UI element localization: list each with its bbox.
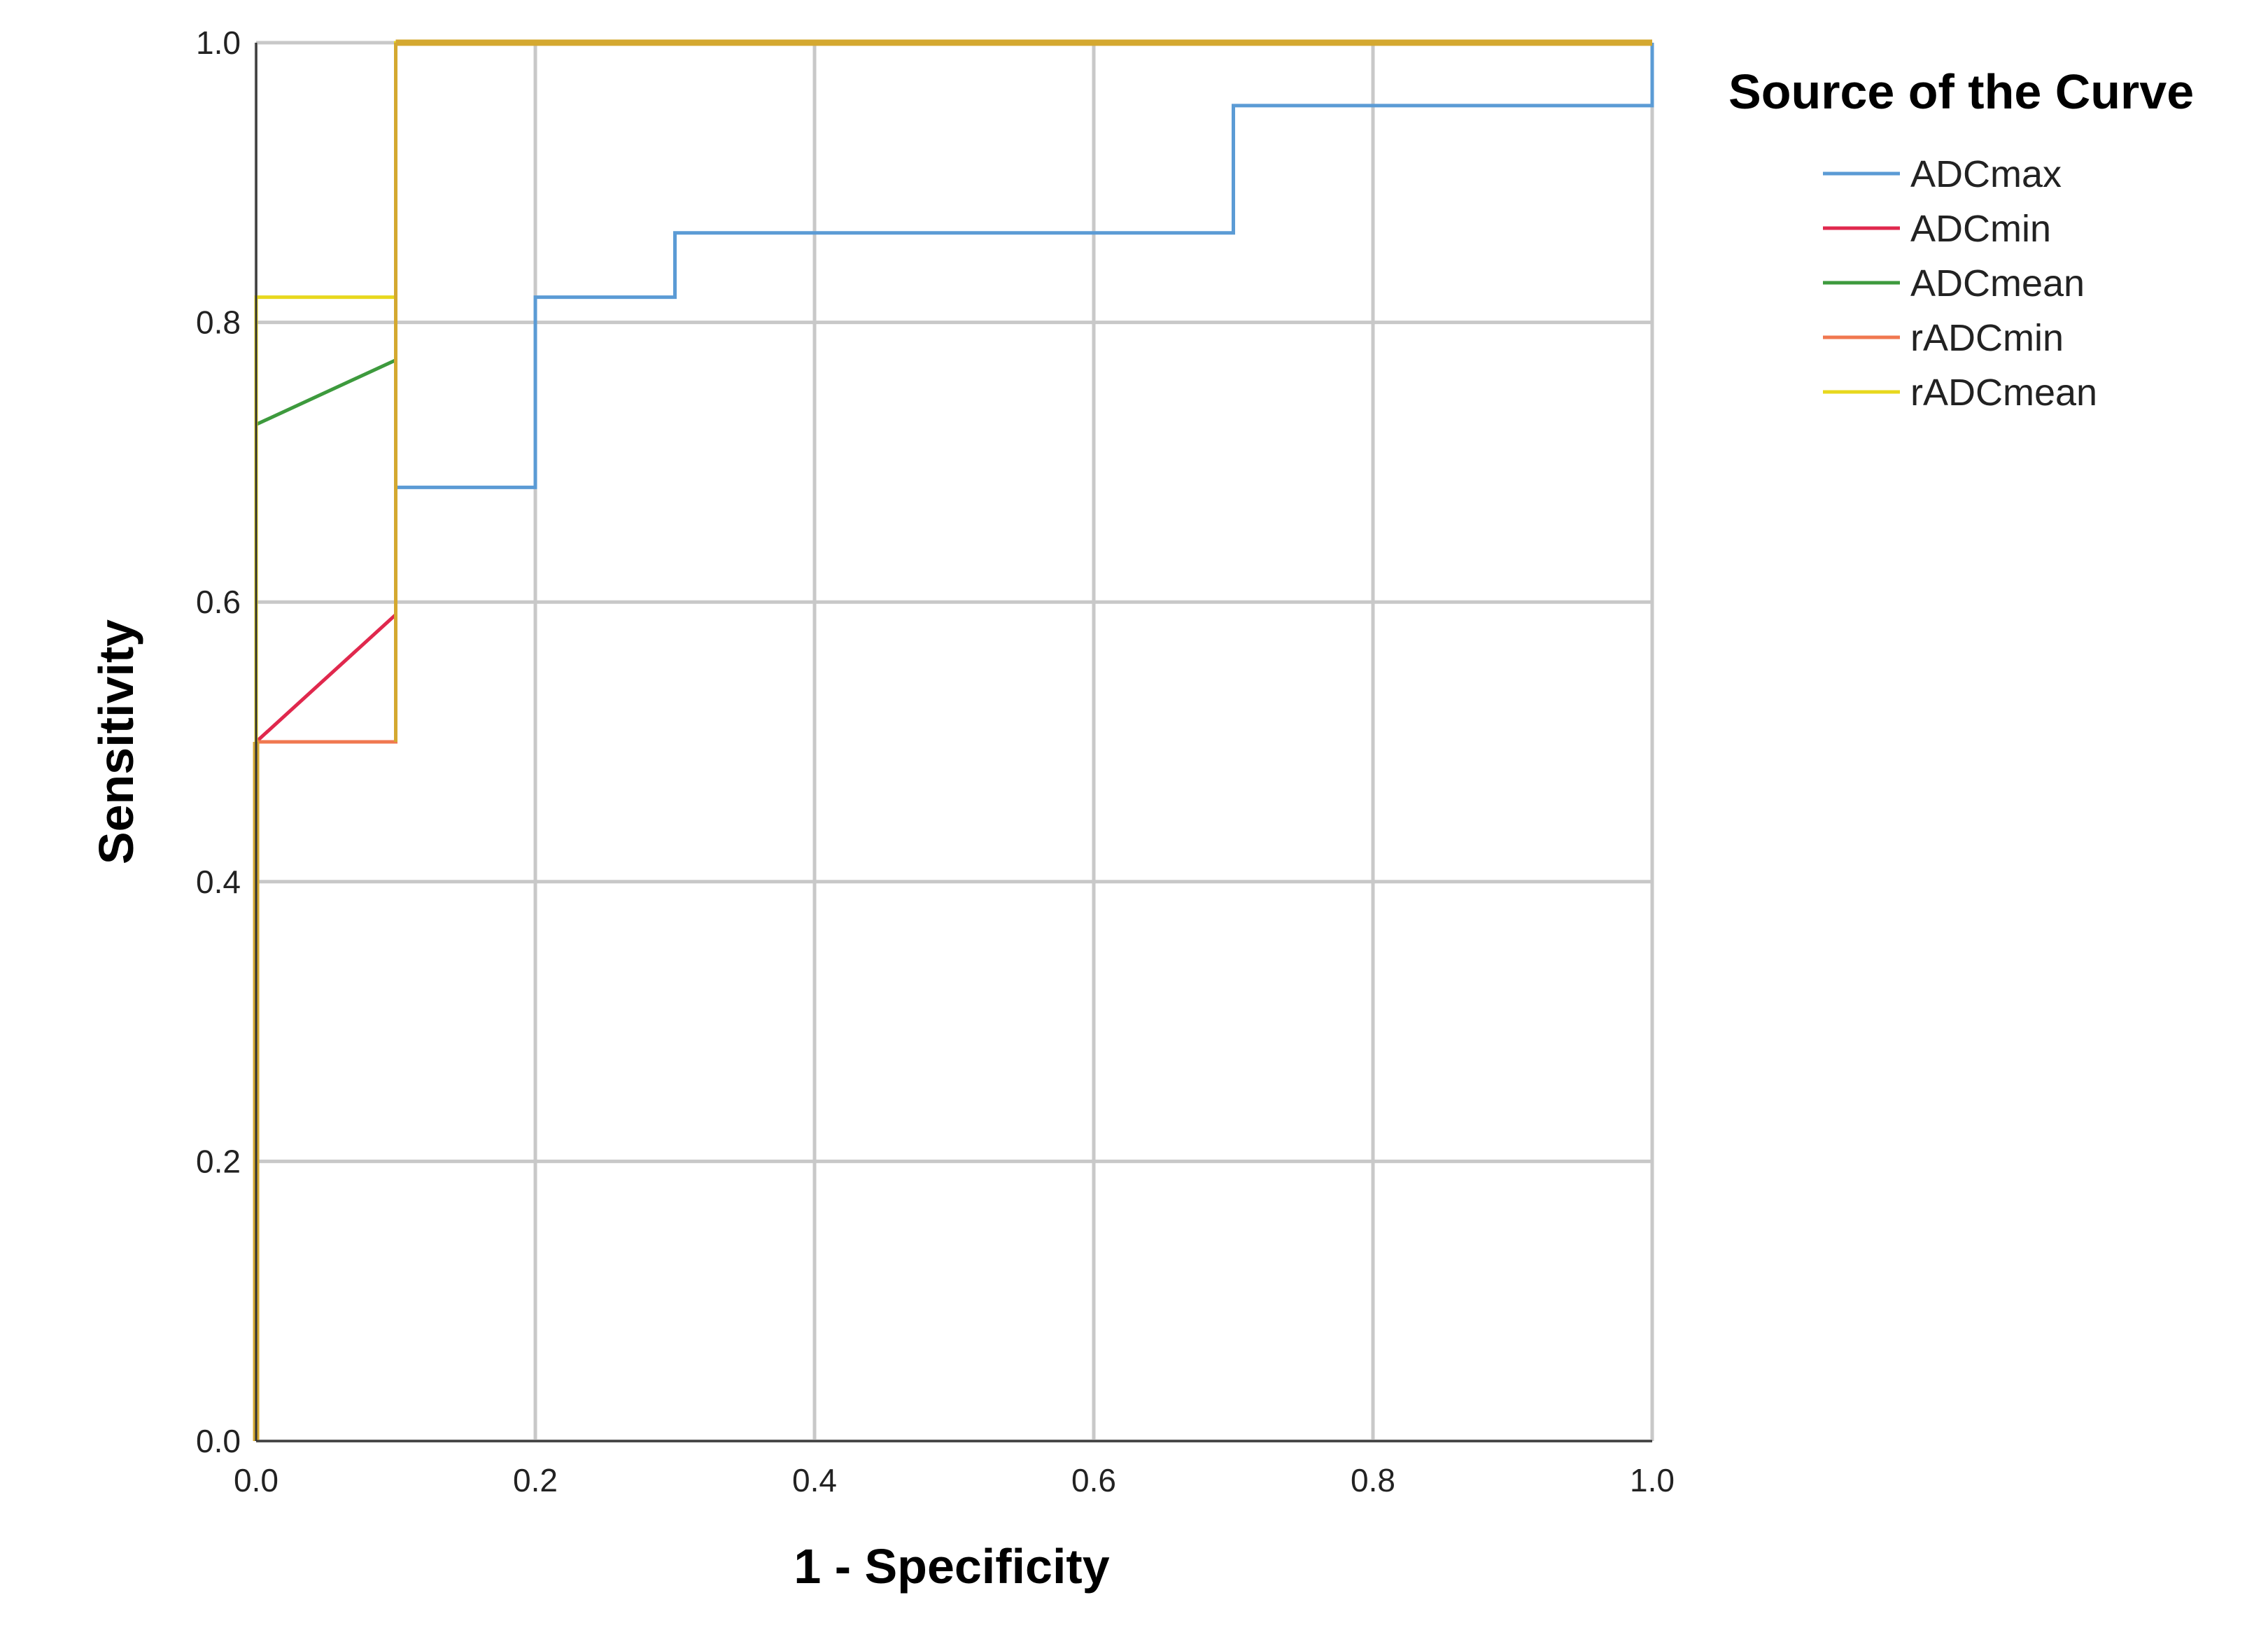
y-tick-label: 0.8 bbox=[196, 304, 241, 341]
legend-label: ADCmin bbox=[1910, 208, 2051, 250]
legend-item-adcmean: ADCmean bbox=[1823, 262, 2085, 304]
legend-item-radcmin: rADCmin bbox=[1823, 317, 2064, 359]
y-tick-label: 1.0 bbox=[196, 24, 241, 61]
y-tick-label: 0.4 bbox=[196, 864, 241, 900]
y-tick-label: 0.6 bbox=[196, 584, 241, 620]
legend-label: ADCmax bbox=[1910, 153, 2062, 195]
x-tick-label: 0.4 bbox=[792, 1462, 837, 1498]
legend-label: rADCmin bbox=[1910, 317, 2064, 359]
legend-item-adcmax: ADCmax bbox=[1823, 153, 2062, 195]
legend: ADCmax ADCmin ADCmean rADCmin rADCmean bbox=[1823, 153, 2097, 414]
x-axis-title: 1 - Specificity bbox=[794, 1539, 1109, 1594]
legend-item-radcmean: rADCmean bbox=[1823, 372, 2097, 414]
legend-label: ADCmean bbox=[1910, 262, 2085, 304]
y-tick-label: 0.2 bbox=[196, 1143, 241, 1179]
legend-title: Source of the Curve bbox=[1728, 64, 2194, 119]
legend-label: rADCmean bbox=[1910, 372, 2097, 414]
y-tick-label: 0.0 bbox=[196, 1423, 241, 1459]
x-tick-label: 0.0 bbox=[234, 1462, 279, 1498]
grid-lines bbox=[254, 41, 1654, 1443]
legend-item-adcmin: ADCmin bbox=[1823, 208, 2051, 250]
x-tick-label: 0.6 bbox=[1071, 1462, 1116, 1498]
x-tick-label: 0.8 bbox=[1351, 1462, 1395, 1498]
x-tick-label: 1.0 bbox=[1630, 1462, 1675, 1498]
tick-labels: 0.0 0.2 0.4 0.6 0.8 1.0 0.0 0.2 0.4 0.6 0.8 1.0 bbox=[196, 24, 1675, 1498]
axes bbox=[255, 43, 1652, 1442]
y-axis-title: Sensitivity bbox=[89, 619, 143, 864]
x-tick-label: 0.2 bbox=[513, 1462, 558, 1498]
